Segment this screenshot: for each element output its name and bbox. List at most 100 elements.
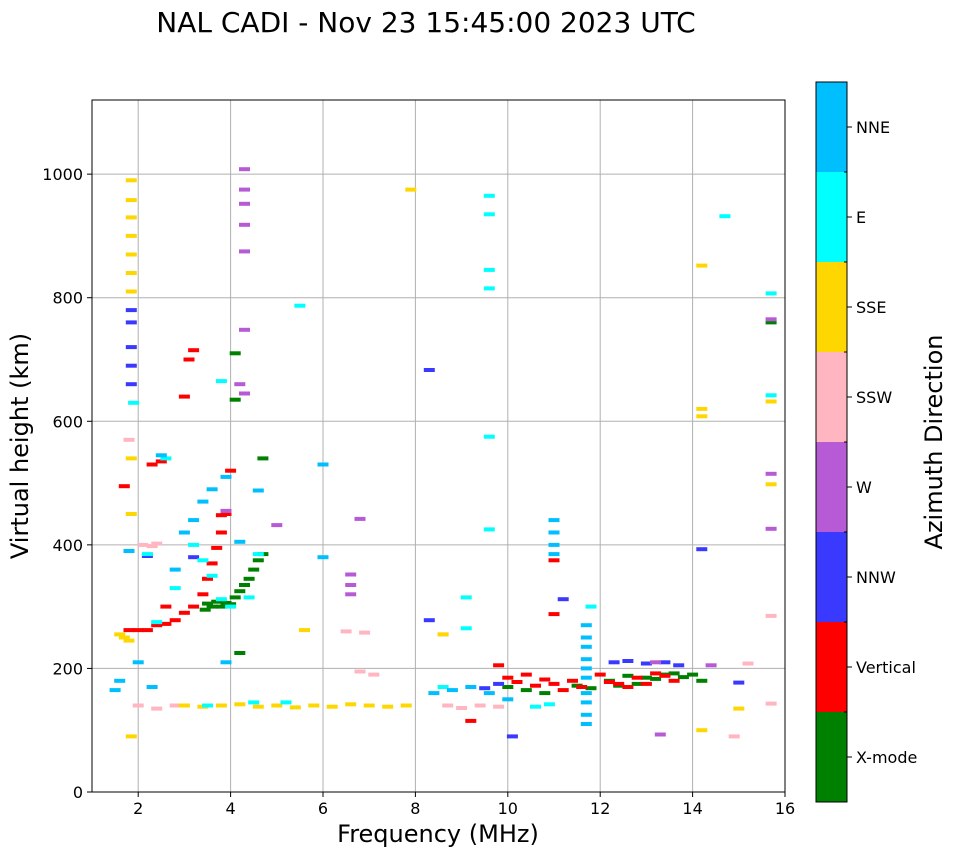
data-point-w xyxy=(239,222,250,227)
data-point-x-mode xyxy=(677,675,689,680)
data-point-x-mode xyxy=(631,681,643,686)
data-point-sse xyxy=(696,728,708,733)
data-point-nnw xyxy=(493,681,505,686)
data-point-w xyxy=(234,382,246,387)
data-point-x-mode xyxy=(234,651,246,655)
data-point-e xyxy=(483,193,495,198)
data-point-x-mode xyxy=(215,604,227,609)
data-point-vertical xyxy=(123,628,135,633)
data-point-e xyxy=(483,434,495,439)
data-point-vertical xyxy=(539,677,551,682)
data-point-nne xyxy=(580,700,592,705)
data-point-sse xyxy=(125,215,137,220)
data-point-vertical xyxy=(511,680,523,684)
data-point-nnw xyxy=(640,661,652,666)
data-point-sse xyxy=(125,289,137,294)
data-point-nne xyxy=(548,542,560,547)
data-point-x-mode xyxy=(199,607,211,612)
data-point-e xyxy=(294,303,306,308)
y-tick-label: 200 xyxy=(52,659,83,678)
y-tick-label: 400 xyxy=(52,536,83,555)
data-point-vertical xyxy=(118,484,130,489)
data-point-ssw xyxy=(442,703,454,708)
data-point-e xyxy=(225,604,237,609)
data-point-ssw xyxy=(340,629,352,634)
colorbar-tick-label: SSW xyxy=(856,388,892,407)
data-point-sse xyxy=(125,198,137,203)
data-point-sse xyxy=(114,632,126,637)
data-point-nne xyxy=(317,462,329,467)
data-point-vertical xyxy=(169,618,181,623)
data-point-sse xyxy=(363,703,375,708)
data-point-sse xyxy=(118,635,130,640)
data-point-sse xyxy=(215,703,227,708)
data-point-e xyxy=(765,291,777,296)
data-point-e xyxy=(543,702,555,707)
x-axis-ticks: 2 4 6 8 10 12 14 16 xyxy=(133,792,795,818)
data-point-x-mode xyxy=(520,688,532,693)
data-point-x-mode xyxy=(211,599,223,604)
data-point-e xyxy=(141,552,153,557)
data-point-vertical xyxy=(465,718,477,723)
data-point-nnw xyxy=(733,680,745,685)
data-point-ssw xyxy=(493,704,505,709)
data-point-sse xyxy=(765,482,777,487)
data-point-vertical xyxy=(530,683,541,688)
data-point-sse xyxy=(382,704,394,709)
data-point-w xyxy=(765,317,777,322)
colorbar-segment xyxy=(816,82,847,172)
data-point-vertical xyxy=(141,628,153,633)
data-point-vertical xyxy=(132,628,144,633)
colorbar-tick-label: NNE xyxy=(856,118,890,137)
data-point-x-mode xyxy=(696,678,708,683)
data-point-w xyxy=(705,663,717,668)
colorbar-segment xyxy=(816,442,847,532)
data-point-nne xyxy=(197,499,209,504)
data-point-sse xyxy=(271,703,283,708)
data-point-nnw xyxy=(125,382,137,387)
data-point-w xyxy=(239,167,250,172)
data-point-e xyxy=(197,558,209,563)
data-point-nnw xyxy=(557,597,569,602)
data-point-nnw xyxy=(125,345,137,350)
data-point-vertical xyxy=(188,348,200,353)
data-point-nnw xyxy=(125,363,137,368)
data-point-vertical xyxy=(594,672,606,677)
data-point-vertical xyxy=(668,678,680,683)
colorbar-segment xyxy=(816,262,847,352)
data-point-sse xyxy=(733,706,745,711)
data-point-sse xyxy=(696,406,708,411)
data-point-e xyxy=(585,604,597,609)
data-point-vertical xyxy=(613,681,625,686)
data-point-sse xyxy=(326,704,338,709)
x-tick-label: 10 xyxy=(498,799,518,818)
data-point-vertical xyxy=(160,621,172,626)
data-point-e xyxy=(252,552,264,557)
data-point-w xyxy=(765,526,777,531)
data-point-nne xyxy=(580,722,592,726)
data-point-ssw xyxy=(765,701,777,706)
data-point-vertical xyxy=(567,678,578,683)
colorbar-tick-label: W xyxy=(856,478,872,497)
data-point-w xyxy=(354,516,366,521)
data-point-sse xyxy=(345,702,357,707)
data-point-e xyxy=(765,393,777,398)
data-point-sse xyxy=(234,702,246,707)
data-point-x-mode xyxy=(239,583,250,587)
x-tick-label: 12 xyxy=(590,799,610,818)
colorbar-label: Azimuth Direction xyxy=(920,335,948,550)
data-point-nnw xyxy=(423,368,435,372)
data-point-nne xyxy=(220,660,232,665)
data-point-e xyxy=(169,586,181,591)
data-point-sse xyxy=(125,271,137,275)
data-point-x-mode xyxy=(687,672,699,677)
data-point-nnw xyxy=(188,555,200,560)
data-point-sse xyxy=(765,399,777,404)
data-point-x-mode xyxy=(539,691,551,696)
data-point-e xyxy=(188,542,200,547)
data-point-x-mode xyxy=(225,602,237,607)
data-point-nnw xyxy=(608,660,620,665)
data-point-nnw xyxy=(659,660,671,665)
data-point-vertical xyxy=(502,675,514,680)
data-point-nne xyxy=(446,688,458,693)
